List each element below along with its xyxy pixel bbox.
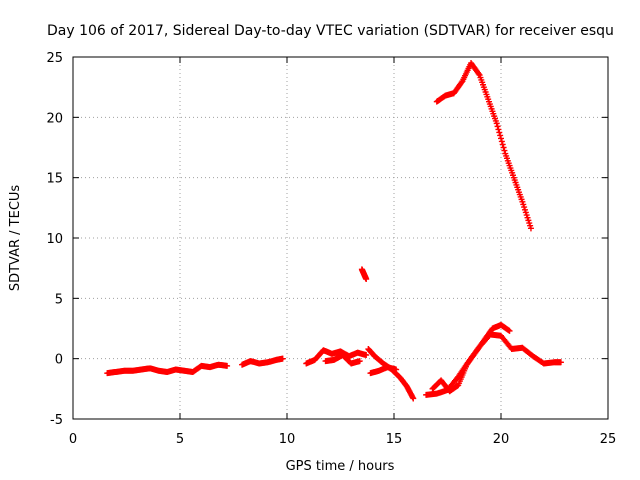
data-point-marker (496, 129, 503, 136)
y-tick-label: 25 (46, 51, 63, 66)
tick-labels: 0 5 10 15 20 25 -5 0 5 10 15 20 25 (46, 51, 616, 447)
x-tick-label: 25 (600, 432, 617, 447)
series-trace-early-low (104, 361, 231, 377)
axis-ticks (72, 56, 609, 420)
data-point-marker (494, 123, 501, 130)
series-trace-morning (239, 355, 286, 368)
series-trace-high (433, 60, 534, 232)
series-trace-midday-b (322, 352, 363, 367)
data-point-marker (224, 362, 231, 369)
data-point-marker (363, 352, 370, 359)
series-trace-afternoon-b (367, 364, 400, 377)
data-point-marker (501, 147, 508, 154)
y-axis-label: SDTVAR / TECUs (8, 185, 23, 292)
series-trace-evening-b (429, 321, 513, 395)
data-point-marker (458, 79, 465, 86)
x-tick-label: 15 (386, 432, 403, 447)
x-tick-label: 0 (69, 432, 77, 447)
data-point-marker (393, 366, 400, 373)
data-point-marker (499, 141, 506, 148)
y-tick-label: -5 (50, 413, 63, 428)
data-point-marker (356, 358, 363, 365)
data-series (104, 60, 564, 402)
x-tick-label: 5 (176, 432, 184, 447)
data-point-marker (557, 359, 564, 366)
y-tick-label: 0 (55, 353, 63, 368)
data-point-marker (363, 276, 370, 283)
data-point-marker (500, 144, 507, 151)
series-trace-isolated (358, 266, 370, 283)
x-axis-label: GPS time / hours (286, 459, 395, 474)
x-tick-label: 10 (279, 432, 296, 447)
x-tick-label: 20 (493, 432, 510, 447)
data-point-marker (493, 120, 500, 127)
data-point-marker (475, 70, 482, 77)
data-point-marker (279, 355, 286, 362)
data-point-marker (410, 395, 417, 402)
data-point-marker (497, 132, 504, 139)
y-tick-label: 15 (46, 172, 63, 187)
chart-title: Day 106 of 2017, Sidereal Day-to-day VTE… (47, 23, 614, 39)
data-point-marker (506, 327, 513, 334)
y-tick-label: 10 (46, 232, 63, 247)
data-point-marker (498, 135, 504, 142)
y-tick-label: 5 (55, 292, 63, 307)
y-tick-label: 20 (46, 111, 63, 126)
grid-lines (73, 57, 608, 419)
data-point-marker (498, 138, 505, 145)
data-point-marker (527, 225, 534, 232)
data-point-marker (495, 126, 502, 133)
